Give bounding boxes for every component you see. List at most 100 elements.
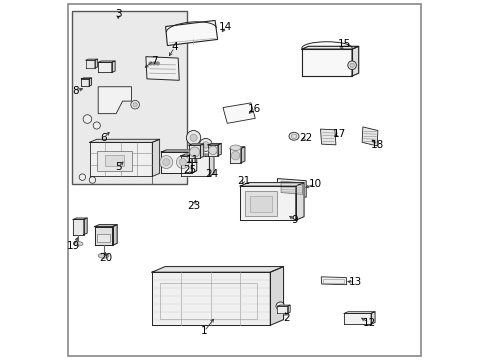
Polygon shape [165, 21, 217, 45]
Bar [105, 155, 124, 166]
Polygon shape [218, 143, 221, 156]
Polygon shape [344, 312, 374, 314]
Ellipse shape [290, 134, 296, 138]
Bar [160, 283, 257, 319]
Polygon shape [145, 57, 179, 80]
Polygon shape [188, 144, 203, 145]
Ellipse shape [74, 242, 83, 246]
Polygon shape [98, 87, 131, 114]
Text: 18: 18 [370, 140, 384, 150]
Polygon shape [73, 218, 87, 220]
Circle shape [149, 62, 152, 65]
Text: 3: 3 [115, 9, 122, 19]
Polygon shape [320, 129, 335, 145]
Polygon shape [230, 148, 241, 163]
Polygon shape [301, 49, 351, 76]
Ellipse shape [230, 145, 241, 150]
Polygon shape [86, 59, 98, 60]
Polygon shape [89, 142, 152, 176]
Polygon shape [277, 305, 289, 306]
Polygon shape [370, 312, 374, 324]
Circle shape [160, 156, 172, 168]
Polygon shape [98, 61, 115, 62]
Circle shape [276, 302, 284, 311]
Polygon shape [94, 226, 112, 245]
Text: 7: 7 [150, 55, 157, 66]
Text: 15: 15 [337, 40, 350, 49]
Polygon shape [83, 218, 87, 234]
Text: 13: 13 [347, 277, 361, 287]
Polygon shape [152, 266, 283, 272]
Polygon shape [295, 183, 304, 220]
Polygon shape [301, 46, 358, 49]
Text: 8: 8 [73, 86, 79, 96]
Text: 24: 24 [204, 168, 218, 179]
Circle shape [231, 151, 239, 160]
Text: 22: 22 [299, 133, 312, 143]
Polygon shape [81, 79, 89, 86]
Polygon shape [191, 150, 196, 173]
Polygon shape [89, 139, 159, 142]
Polygon shape [81, 78, 91, 79]
Polygon shape [89, 78, 91, 86]
Circle shape [89, 177, 96, 183]
Polygon shape [277, 179, 305, 197]
Polygon shape [351, 46, 358, 76]
Polygon shape [277, 306, 287, 314]
Ellipse shape [288, 132, 298, 140]
Polygon shape [98, 62, 112, 72]
Polygon shape [223, 103, 255, 123]
Text: 10: 10 [308, 179, 322, 189]
Circle shape [190, 134, 197, 141]
Bar [323, 279, 344, 283]
Circle shape [163, 158, 169, 166]
Circle shape [349, 63, 353, 67]
Circle shape [199, 138, 212, 151]
Polygon shape [230, 147, 244, 148]
Polygon shape [188, 145, 200, 158]
Text: 21: 21 [237, 176, 250, 186]
Text: 23: 23 [186, 201, 200, 211]
Circle shape [131, 100, 139, 109]
Text: 14: 14 [219, 22, 232, 32]
Polygon shape [152, 139, 159, 176]
Polygon shape [112, 225, 117, 245]
Bar [244, 192, 277, 216]
Circle shape [93, 122, 100, 129]
Circle shape [176, 156, 189, 168]
Text: 5: 5 [115, 162, 122, 172]
Polygon shape [152, 272, 270, 325]
Text: 19: 19 [66, 241, 80, 251]
Text: 11: 11 [186, 155, 199, 165]
Polygon shape [241, 147, 244, 163]
Ellipse shape [98, 253, 109, 258]
Text: 4: 4 [171, 42, 178, 52]
Polygon shape [161, 152, 191, 173]
Text: 17: 17 [332, 129, 345, 139]
Circle shape [79, 174, 85, 180]
Polygon shape [209, 154, 214, 176]
Circle shape [202, 141, 208, 148]
Polygon shape [180, 154, 214, 156]
Text: 12: 12 [362, 318, 375, 328]
Polygon shape [95, 59, 98, 68]
Polygon shape [94, 225, 117, 226]
Bar [250, 196, 272, 212]
Bar [97, 151, 131, 171]
Circle shape [133, 103, 137, 107]
Polygon shape [321, 277, 346, 285]
Circle shape [83, 115, 92, 123]
Circle shape [189, 147, 199, 157]
Circle shape [347, 61, 356, 69]
Circle shape [152, 62, 155, 65]
Polygon shape [362, 127, 377, 146]
Polygon shape [112, 61, 115, 72]
Text: 2: 2 [283, 313, 289, 323]
Text: 20: 20 [99, 253, 112, 263]
Polygon shape [287, 305, 289, 314]
Text: 1: 1 [201, 326, 207, 336]
Circle shape [208, 146, 217, 154]
Polygon shape [161, 150, 196, 152]
Text: 9: 9 [291, 215, 297, 225]
Polygon shape [73, 220, 83, 234]
